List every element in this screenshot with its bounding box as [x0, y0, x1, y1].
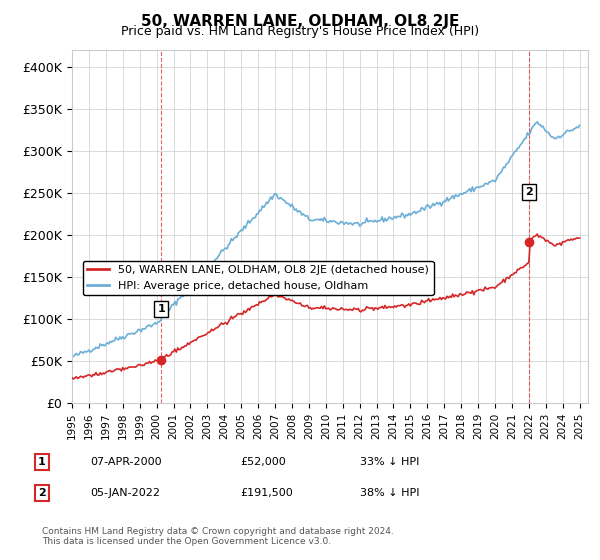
Text: £52,000: £52,000 [240, 457, 286, 467]
Text: 2: 2 [38, 488, 46, 498]
Text: 07-APR-2000: 07-APR-2000 [90, 457, 161, 467]
Text: Contains HM Land Registry data © Crown copyright and database right 2024.
This d: Contains HM Land Registry data © Crown c… [42, 526, 394, 546]
Legend: 50, WARREN LANE, OLDHAM, OL8 2JE (detached house), HPI: Average price, detached : 50, WARREN LANE, OLDHAM, OL8 2JE (detach… [83, 260, 434, 295]
Text: 50, WARREN LANE, OLDHAM, OL8 2JE: 50, WARREN LANE, OLDHAM, OL8 2JE [141, 14, 459, 29]
Text: 38% ↓ HPI: 38% ↓ HPI [360, 488, 419, 498]
Text: Price paid vs. HM Land Registry's House Price Index (HPI): Price paid vs. HM Land Registry's House … [121, 25, 479, 38]
Text: £191,500: £191,500 [240, 488, 293, 498]
Text: 1: 1 [157, 304, 165, 314]
Text: 05-JAN-2022: 05-JAN-2022 [90, 488, 160, 498]
Text: 1: 1 [38, 457, 46, 467]
Text: 33% ↓ HPI: 33% ↓ HPI [360, 457, 419, 467]
Text: 2: 2 [525, 187, 533, 197]
